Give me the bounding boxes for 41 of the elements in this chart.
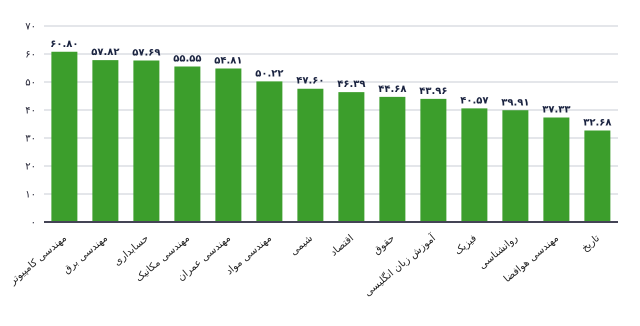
data-label: ۴۶.۳۹ xyxy=(337,79,366,90)
data-label: ۵۴.۸۱ xyxy=(214,56,242,67)
data-label: ۴۷.۶۰ xyxy=(296,76,324,87)
x-tick-label: تاریخ xyxy=(580,232,602,254)
data-label: ۳۲.۶۸ xyxy=(583,117,612,128)
y-tick-label: ۷۰ xyxy=(25,22,36,33)
x-tick-label: فیزیک xyxy=(452,232,480,258)
bar xyxy=(51,52,78,222)
data-label: ۴۰.۵۷ xyxy=(460,95,488,106)
bar xyxy=(543,117,570,222)
bar xyxy=(174,66,200,222)
y-tick-label: ۵۰ xyxy=(25,78,36,89)
data-label: ۵۵.۵۵ xyxy=(173,53,202,64)
bar xyxy=(133,60,160,222)
y-tick-label: ۲۰ xyxy=(25,162,36,173)
x-tick-label: حقوق xyxy=(371,232,397,257)
x-tick-label: شیمی xyxy=(288,232,315,258)
y-tick-label: ۶۰ xyxy=(25,50,36,61)
bar xyxy=(379,96,406,222)
data-label: ۴۳.۹۶ xyxy=(419,86,448,97)
y-tick-label: ۱۰ xyxy=(25,190,36,201)
bar xyxy=(461,108,488,222)
bar xyxy=(215,68,242,222)
data-label: ۵۷.۸۲ xyxy=(91,47,120,58)
bar xyxy=(256,81,282,222)
bar xyxy=(420,98,446,222)
x-tick-label: اقتصاد xyxy=(328,232,356,259)
bar xyxy=(502,110,528,222)
data-label: ۵۰.۲۲ xyxy=(255,68,284,80)
bar xyxy=(92,60,118,222)
data-label: ۶۰.۸۰ xyxy=(50,38,78,50)
data-label: ۴۴.۶۸ xyxy=(378,84,406,95)
data-label: ۳۷.۳۳ xyxy=(542,104,570,116)
data-label: ۵۷.۶۹ xyxy=(132,47,160,58)
bar xyxy=(338,92,364,222)
bar xyxy=(584,130,610,222)
y-tick-label: ۰ xyxy=(30,218,36,229)
y-tick-label: ۴۰ xyxy=(25,106,36,117)
bar xyxy=(297,88,324,222)
data-label: ۳۹.۹۱ xyxy=(501,97,530,108)
y-tick-label: ۳۰ xyxy=(25,134,36,145)
